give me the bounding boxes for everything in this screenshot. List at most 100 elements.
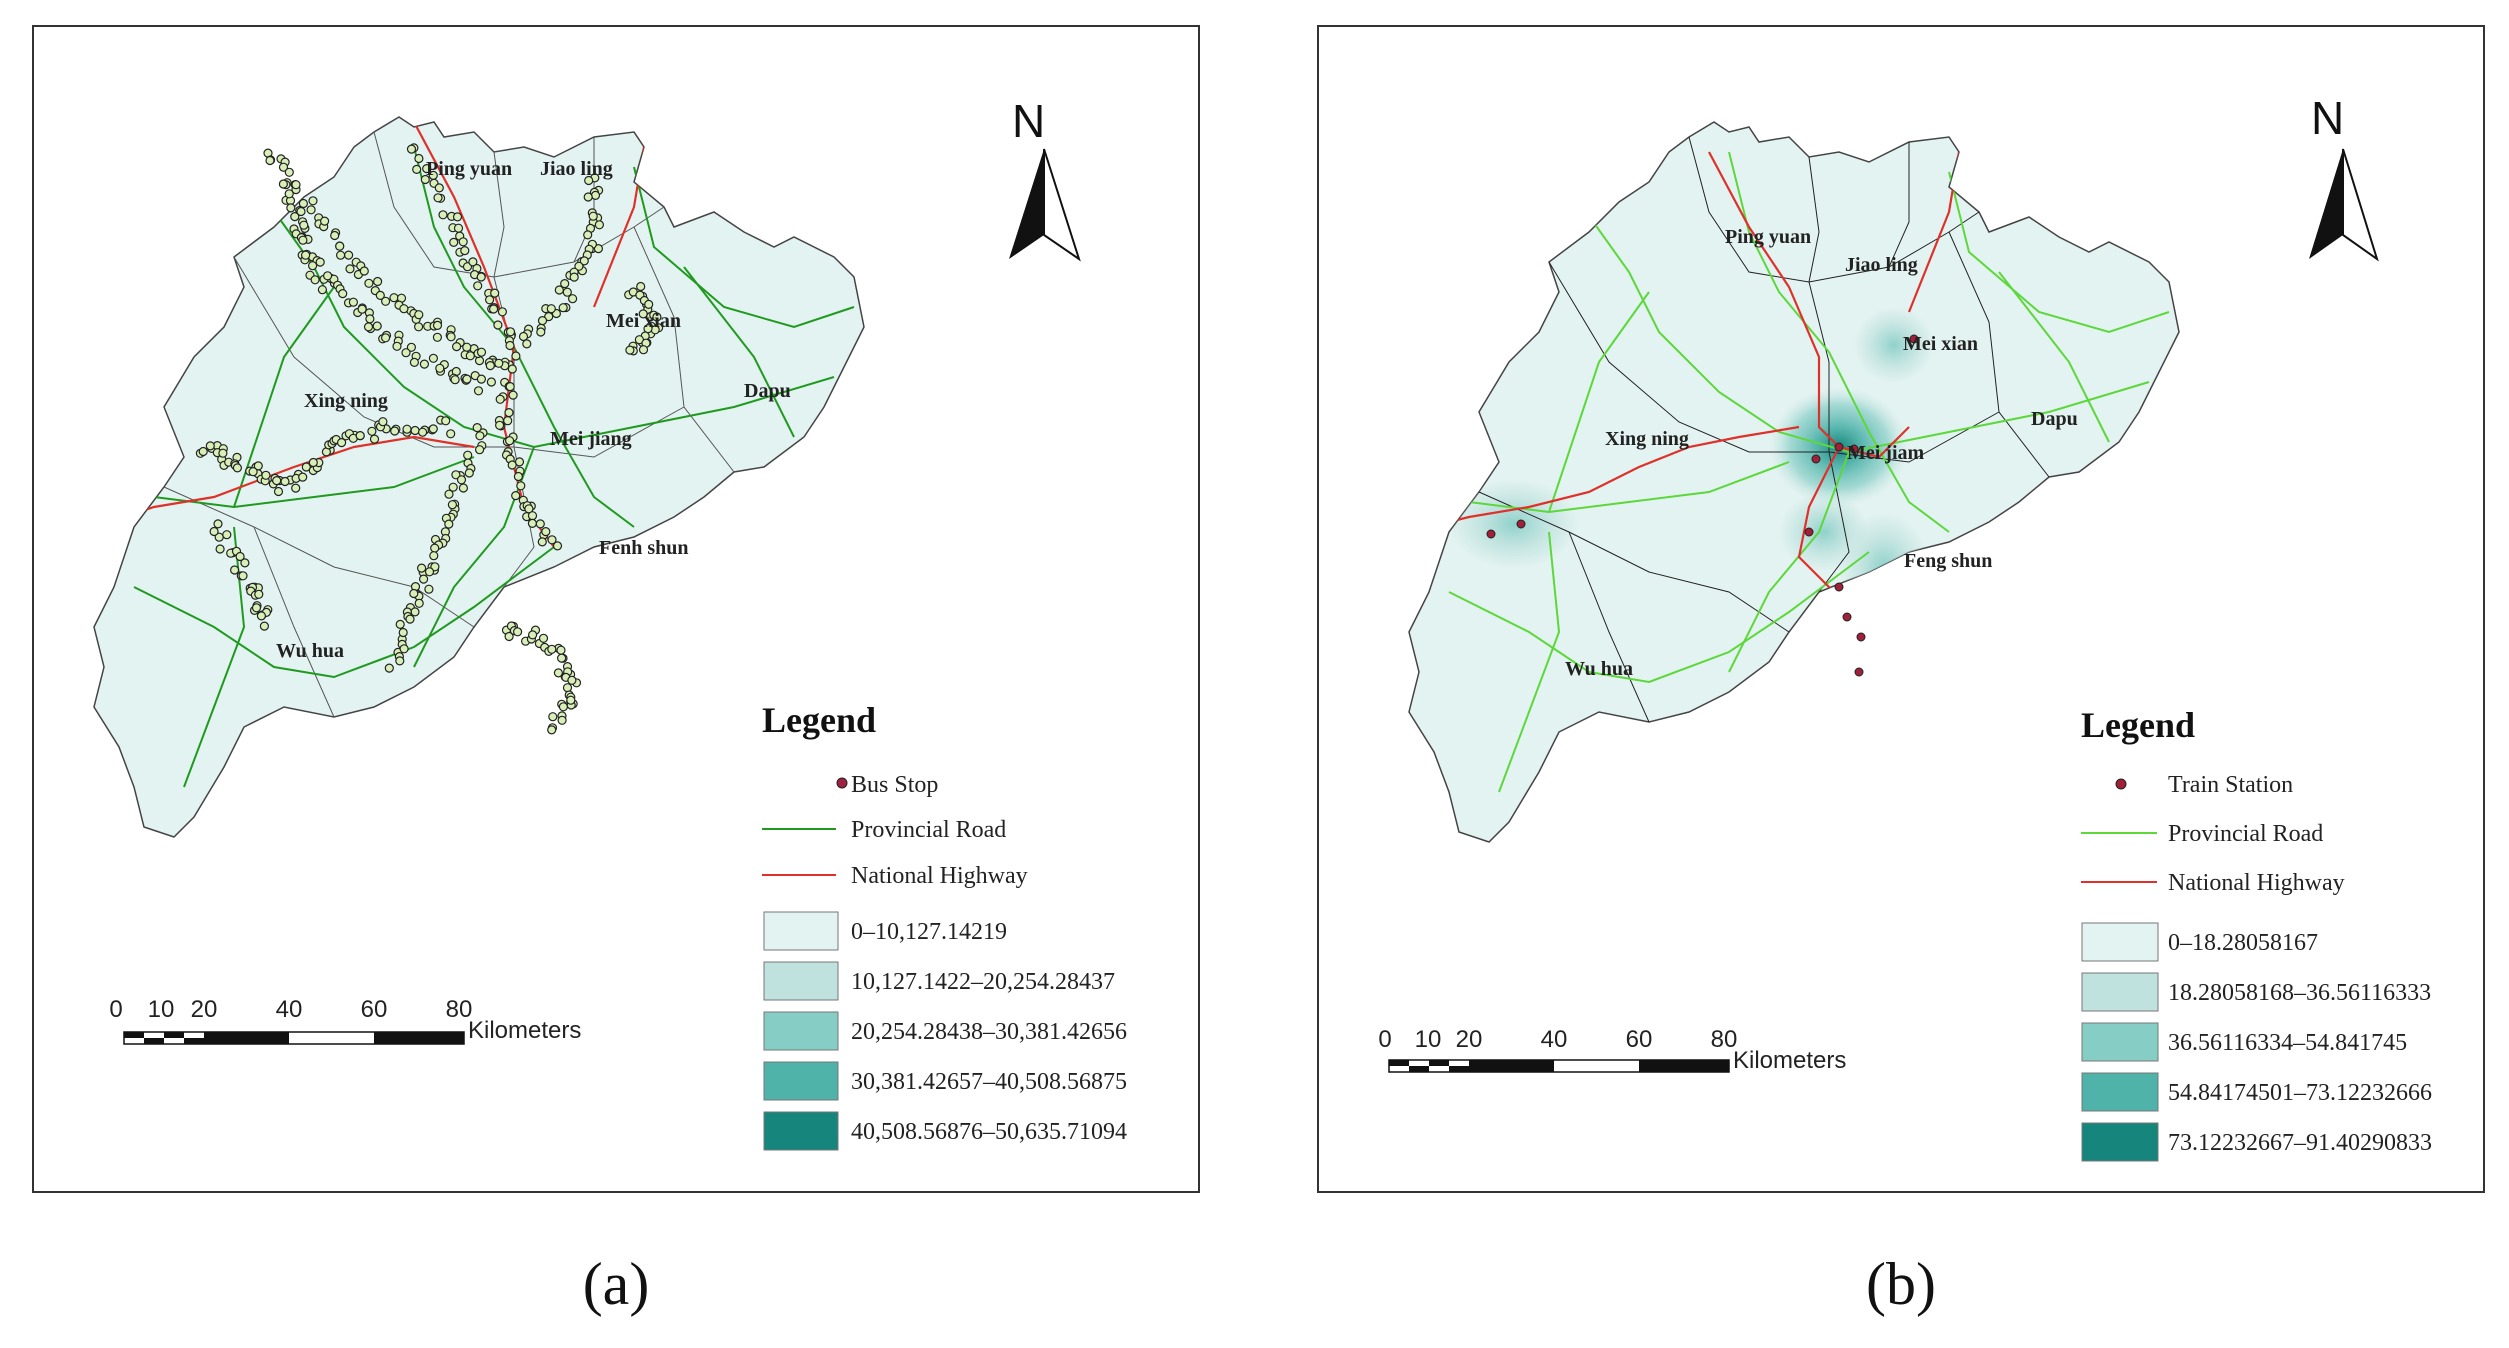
bus-stop-marker bbox=[511, 491, 521, 501]
class-swatch bbox=[2081, 1022, 2159, 1062]
bus-stop-marker bbox=[567, 294, 578, 304]
district-label: Mei xian bbox=[1903, 333, 1978, 355]
bus-stop-marker bbox=[558, 702, 569, 712]
bus-stop-marker bbox=[301, 250, 311, 260]
scale-tick: 20 bbox=[1456, 1026, 1483, 1053]
bus-stop-marker bbox=[553, 668, 564, 678]
bus-stop-marker bbox=[652, 312, 662, 322]
bus-stop-marker bbox=[485, 361, 495, 371]
legend-title: Legend bbox=[762, 700, 876, 740]
bus-stop-marker bbox=[392, 341, 402, 351]
bus-stop-marker bbox=[428, 353, 438, 363]
bus-stop-marker bbox=[562, 683, 573, 693]
bus-stop-marker bbox=[355, 431, 365, 441]
bus-stop-marker bbox=[232, 463, 242, 473]
bus-stop-marker bbox=[363, 322, 374, 332]
bus-stop-marker bbox=[290, 212, 300, 222]
bus-stop-marker bbox=[240, 558, 250, 568]
district-label: Fenh shun bbox=[599, 537, 689, 559]
bus-stop-marker bbox=[291, 483, 301, 493]
provincial-roads-b bbox=[1448, 151, 2170, 793]
class-swatch bbox=[763, 1111, 839, 1151]
bus-stop-marker bbox=[450, 375, 460, 385]
bus-stop-marker bbox=[420, 174, 430, 185]
bus-stop-marker bbox=[406, 144, 417, 154]
bus-stop-marker bbox=[490, 288, 500, 298]
bus-stop-marker bbox=[317, 285, 327, 295]
bus-stop-marker bbox=[447, 500, 457, 510]
bus-stop-marker bbox=[320, 216, 330, 226]
north-arrow-icon: N bbox=[1009, 95, 1081, 262]
scale-tick: 60 bbox=[1626, 1026, 1653, 1053]
bus-stop-marker bbox=[364, 278, 374, 288]
district-label: Dapu bbox=[744, 380, 791, 402]
bus-stop-marker bbox=[205, 441, 215, 451]
bus-stop-marker bbox=[433, 193, 443, 203]
bus-stop-marker bbox=[395, 656, 405, 666]
class-label: 30,381.42657–40,508.56875 bbox=[851, 1069, 1127, 1095]
bus-stop-marker bbox=[422, 164, 432, 174]
class-label: 20,254.28438–30,381.42656 bbox=[851, 1019, 1127, 1045]
bus-stop-marker bbox=[552, 541, 563, 551]
bus-stop-marker bbox=[583, 230, 593, 240]
class-swatch bbox=[2081, 1072, 2159, 1112]
bus-stop-marker bbox=[280, 476, 290, 487]
bus-stop-marker bbox=[489, 304, 499, 314]
bus-stop-marker bbox=[298, 198, 308, 209]
bus-stop-marker bbox=[524, 504, 534, 514]
bus-stop-marker bbox=[504, 408, 514, 418]
bus-stop-marker bbox=[424, 567, 435, 577]
bus-stop-marker bbox=[215, 544, 225, 554]
bus-stop-marker bbox=[410, 425, 420, 436]
legend-point-label: Bus Stop bbox=[851, 772, 938, 798]
bus-stop-marker bbox=[522, 339, 532, 349]
bus-stop-marker bbox=[218, 448, 228, 458]
bus-stop-marker bbox=[465, 351, 475, 361]
bus-stop-marker bbox=[298, 235, 308, 245]
scale-tick: 60 bbox=[361, 996, 388, 1023]
bus-stop-marker bbox=[527, 511, 538, 521]
bus-stop-marker bbox=[310, 275, 320, 285]
district-label: Ping yuan bbox=[426, 158, 512, 180]
bus-stop-marker bbox=[348, 297, 358, 307]
bus-stop-marker bbox=[444, 519, 454, 529]
bus-stop-marker bbox=[462, 374, 472, 384]
legend-b: Legend Train Station Provincial Road Nat… bbox=[2081, 705, 2432, 1162]
bus-stop-marker bbox=[554, 285, 564, 295]
bus-stop-marker bbox=[209, 526, 219, 537]
bus-stop-marker bbox=[518, 331, 529, 342]
bus-stop-marker bbox=[412, 164, 422, 174]
legend-a: Legend Bus Stop Provincial Road National… bbox=[762, 700, 1127, 1151]
bus-stop-marker bbox=[359, 266, 369, 276]
bus-stop-marker bbox=[594, 220, 605, 230]
class-label: 0–18.28058167 bbox=[2168, 930, 2318, 956]
train-station-marker bbox=[1842, 612, 1852, 622]
class-label: 18.28058168–36.56116333 bbox=[2168, 980, 2431, 1006]
bus-stop-marker bbox=[432, 320, 443, 330]
bus-stop-marker bbox=[369, 434, 380, 444]
bus-stop-marker bbox=[395, 619, 405, 630]
train-station-marker bbox=[1811, 454, 1821, 464]
bus-stop-marker bbox=[429, 551, 439, 561]
bus-stop-marker bbox=[511, 351, 521, 361]
caption-b: (b) bbox=[1866, 1251, 1936, 1317]
bus-stop-marker bbox=[538, 633, 549, 643]
bus-stop-marker bbox=[398, 627, 408, 638]
bus-stop-marker bbox=[505, 382, 515, 392]
legend-title: Legend bbox=[2081, 705, 2195, 745]
train-station-marker bbox=[1909, 334, 1919, 344]
bus-stop-marker bbox=[569, 272, 579, 282]
bus-stop-marker bbox=[367, 426, 377, 436]
bus-stop-marker bbox=[537, 537, 547, 547]
bus-stop-marker bbox=[579, 256, 589, 266]
district-label: Jiao ling bbox=[1845, 254, 1918, 276]
class-label: 54.84174501–73.12232666 bbox=[2168, 1080, 2432, 1106]
bus-stop-marker bbox=[357, 304, 367, 314]
bus-stop-marker bbox=[557, 715, 567, 725]
bus-stop-marker bbox=[547, 644, 557, 654]
bus-stop-marker bbox=[458, 237, 468, 247]
bus-stop-marker bbox=[261, 470, 271, 480]
legend-provincial-road: Provincial Road bbox=[851, 817, 1006, 843]
bus-stop-marker bbox=[259, 621, 269, 631]
bus-stop-marker bbox=[458, 483, 468, 493]
